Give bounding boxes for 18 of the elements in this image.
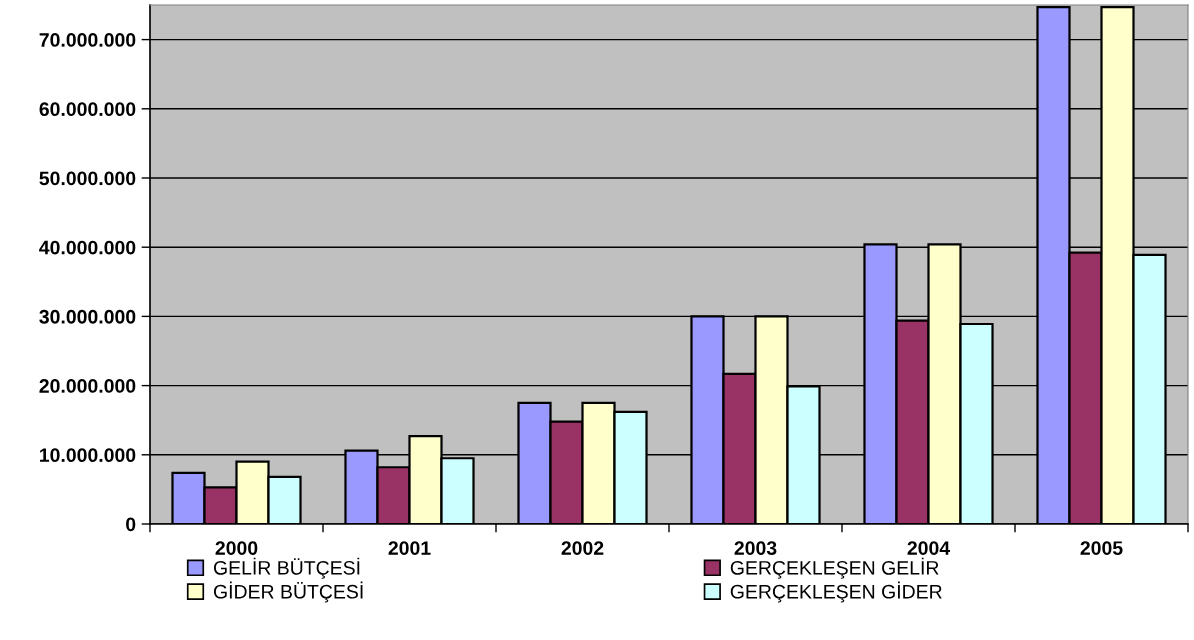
legend-label: GELİR BÜTÇESİ	[213, 557, 360, 579]
y-tick-label: 30.000.000	[39, 309, 136, 324]
legend-label: GERÇEKLEŞEN GİDER	[730, 581, 942, 603]
legend-label: GİDER BÜTÇESİ	[213, 581, 363, 603]
x-tick-label: 2003	[734, 541, 777, 555]
y-tick-label: 70.000.000	[39, 33, 136, 47]
y-tick-label: 10.000.000	[40, 448, 136, 463]
y-tick-label: 40.000.000	[39, 240, 136, 255]
x-tick-label: 2005	[1080, 541, 1123, 555]
x-tick-label: 2004	[907, 541, 951, 555]
y-tick-label: 50.000.000	[39, 171, 136, 186]
y-tick-label: 20.000.000	[39, 379, 136, 393]
legend-label: GERÇEKLEŞEN GELİR	[730, 557, 939, 579]
x-tick-label: 2000	[215, 541, 258, 555]
y-tick-label: 60.000.000	[39, 102, 136, 117]
x-tick-label: 2002	[561, 541, 604, 555]
x-tick-label: 2001	[388, 541, 431, 555]
y-tick-label: 0	[126, 517, 136, 532]
